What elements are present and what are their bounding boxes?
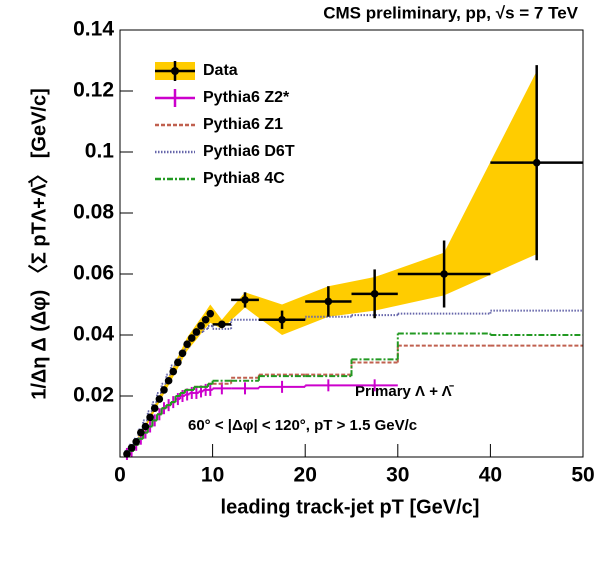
x-axis-label: leading track-jet pT [GeV/c] — [221, 496, 480, 518]
legend-label: Pythia8 4C — [203, 170, 285, 187]
y-tick-label: 0.08 — [73, 201, 114, 224]
x-tick-label: 10 — [201, 464, 224, 487]
data-point — [150, 404, 159, 413]
data-point — [141, 422, 150, 431]
data-point — [192, 328, 201, 336]
y-tick-label: 0.04 — [73, 323, 114, 346]
y-tick-label: 0.1 — [85, 140, 115, 163]
x-tick-label: 20 — [294, 464, 317, 487]
data-point — [132, 437, 141, 446]
data-point — [169, 367, 178, 376]
data-point — [440, 270, 448, 278]
data-point — [174, 358, 182, 367]
legend-label: Pythia6 Z1 — [203, 116, 283, 133]
chart-title: CMS preliminary, pp, √s = 7 TeV — [323, 3, 578, 22]
y-tick-label: 0.06 — [73, 262, 114, 285]
y-tick-label: 0.12 — [73, 79, 114, 102]
legend-label: Pythia6 Z2* — [203, 89, 290, 106]
data-point — [278, 315, 286, 324]
x-tick-label: 50 — [571, 464, 594, 487]
data-point — [324, 297, 333, 306]
y-tick-label: 0.02 — [73, 384, 114, 407]
x-tick-label: 40 — [479, 464, 502, 487]
legend-label: Pythia6 D6T — [203, 143, 295, 160]
data-point — [201, 315, 210, 324]
data-point — [160, 386, 168, 394]
annotation: Primary Λ + Λ̄ — [355, 383, 455, 400]
data-point — [187, 334, 196, 342]
data-point — [127, 444, 136, 452]
legend-label: Data — [203, 62, 238, 79]
legend-swatch — [171, 67, 179, 75]
y-tick-label: 0.14 — [73, 18, 114, 41]
y-axis-label: 1/Δη Δ (Δφ) 〈Σ pTΛ+Λ̄〉 [GeV/c] — [27, 88, 50, 400]
systematic-band — [126, 71, 537, 455]
data-point — [123, 450, 131, 458]
plot-frame — [119, 29, 584, 458]
data-point — [218, 320, 226, 329]
data-point — [178, 349, 187, 358]
data-point — [146, 413, 154, 422]
data-point — [241, 296, 249, 304]
data-point — [137, 428, 145, 437]
x-tick-label: 0 — [114, 464, 126, 487]
data-point — [197, 322, 205, 330]
data-point — [164, 376, 173, 385]
data-point — [206, 309, 215, 318]
data-point — [183, 340, 191, 348]
data-point — [370, 290, 379, 298]
data-point — [155, 395, 164, 403]
annotation: 60° < |Δφ| < 120°, pT > 1.5 GeV/c — [188, 417, 417, 434]
x-tick-label: 30 — [386, 464, 409, 487]
data-point — [532, 158, 541, 167]
